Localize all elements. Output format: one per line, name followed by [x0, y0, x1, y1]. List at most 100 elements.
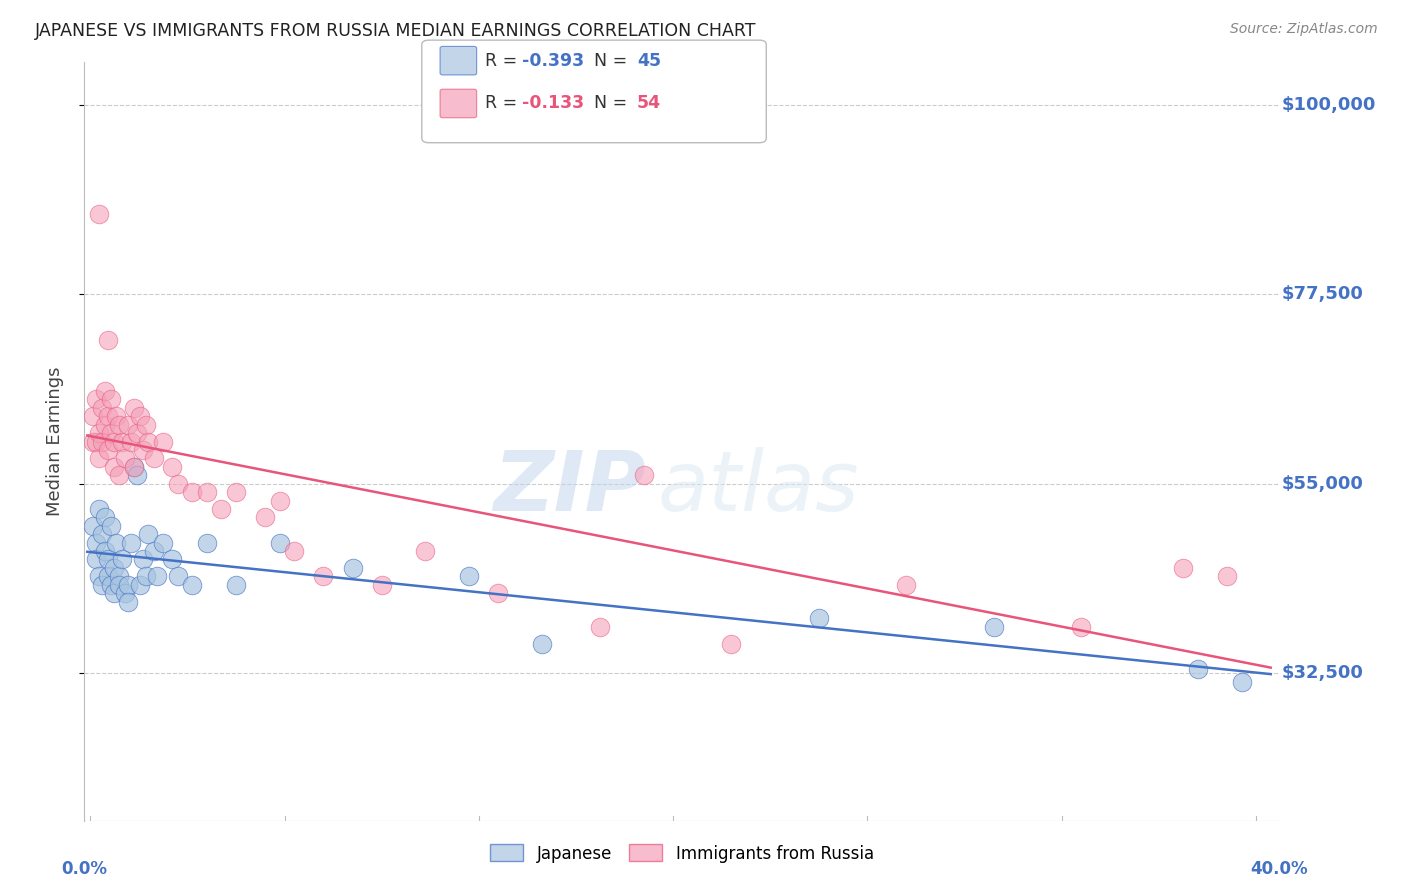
Point: [312, 569, 335, 583]
Point: [195, 535, 218, 549]
Text: $55,000: $55,000: [1282, 475, 1364, 492]
Point: [82, 434, 104, 449]
Point: [94, 384, 117, 398]
Point: [181, 578, 204, 592]
Text: atlas: atlas: [658, 447, 859, 527]
Point: [896, 578, 918, 592]
Point: [100, 518, 122, 533]
Point: [84, 392, 107, 407]
Point: [120, 434, 142, 449]
Point: [983, 620, 1005, 634]
Point: [103, 434, 125, 449]
Point: [87, 426, 110, 441]
Point: [117, 578, 139, 592]
Point: [135, 417, 157, 432]
Point: [103, 586, 125, 600]
Point: [131, 552, 153, 566]
Point: [108, 569, 131, 583]
Text: R =: R =: [485, 95, 523, 112]
Point: [105, 409, 128, 424]
Point: [166, 476, 188, 491]
Point: [138, 434, 160, 449]
Point: [128, 578, 150, 592]
Text: N =: N =: [583, 52, 633, 70]
Point: [1230, 674, 1253, 689]
Point: [152, 535, 174, 549]
Point: [209, 502, 232, 516]
Point: [114, 451, 136, 466]
Point: [122, 401, 145, 415]
Legend: Japanese, Immigrants from Russia: Japanese, Immigrants from Russia: [484, 838, 880, 869]
Point: [97, 334, 120, 348]
Point: [100, 426, 122, 441]
Text: 54: 54: [637, 95, 661, 112]
Point: [1070, 620, 1092, 634]
Text: $77,500: $77,500: [1282, 285, 1364, 303]
Point: [122, 459, 145, 474]
Point: [143, 451, 166, 466]
Point: [120, 535, 142, 549]
Point: [100, 578, 122, 592]
Point: [125, 426, 148, 441]
Point: [589, 620, 612, 634]
Point: [720, 637, 742, 651]
Point: [160, 552, 183, 566]
Point: [90, 527, 112, 541]
Point: [486, 586, 509, 600]
Point: [90, 401, 112, 415]
Text: $100,000: $100,000: [1282, 95, 1376, 113]
Y-axis label: Median Earnings: Median Earnings: [45, 367, 63, 516]
Point: [254, 510, 277, 524]
Point: [84, 434, 107, 449]
Point: [166, 569, 188, 583]
Point: [138, 527, 160, 541]
Point: [105, 535, 128, 549]
Point: [415, 544, 437, 558]
Text: R =: R =: [485, 52, 523, 70]
Text: N =: N =: [583, 95, 633, 112]
Point: [269, 493, 291, 508]
Point: [103, 561, 125, 575]
Point: [87, 451, 110, 466]
Point: [90, 578, 112, 592]
Point: [108, 578, 131, 592]
Point: [1216, 569, 1239, 583]
Point: [87, 569, 110, 583]
Text: 0.0%: 0.0%: [62, 860, 107, 878]
Text: ZIP: ZIP: [494, 447, 647, 527]
Point: [97, 409, 120, 424]
Point: [108, 417, 131, 432]
Point: [225, 485, 247, 500]
Point: [807, 611, 830, 625]
Point: [82, 518, 104, 533]
Point: [633, 468, 655, 483]
Point: [97, 442, 120, 457]
Point: [1173, 561, 1195, 575]
Point: [94, 510, 117, 524]
Text: $32,500: $32,500: [1282, 665, 1364, 682]
Point: [97, 552, 120, 566]
Point: [87, 502, 110, 516]
Text: -0.133: -0.133: [522, 95, 583, 112]
Point: [122, 459, 145, 474]
Point: [1187, 662, 1209, 676]
Point: [84, 535, 107, 549]
Text: Source: ZipAtlas.com: Source: ZipAtlas.com: [1230, 22, 1378, 37]
Text: -0.393: -0.393: [522, 52, 583, 70]
Point: [143, 544, 166, 558]
Point: [195, 485, 218, 500]
Point: [128, 409, 150, 424]
Text: 45: 45: [637, 52, 661, 70]
Point: [114, 586, 136, 600]
Point: [117, 594, 139, 608]
Point: [117, 417, 139, 432]
Point: [90, 434, 112, 449]
Point: [82, 409, 104, 424]
Point: [530, 637, 553, 651]
Point: [160, 459, 183, 474]
Point: [108, 468, 131, 483]
Point: [87, 207, 110, 221]
Point: [283, 544, 305, 558]
Point: [370, 578, 392, 592]
Point: [131, 442, 153, 457]
